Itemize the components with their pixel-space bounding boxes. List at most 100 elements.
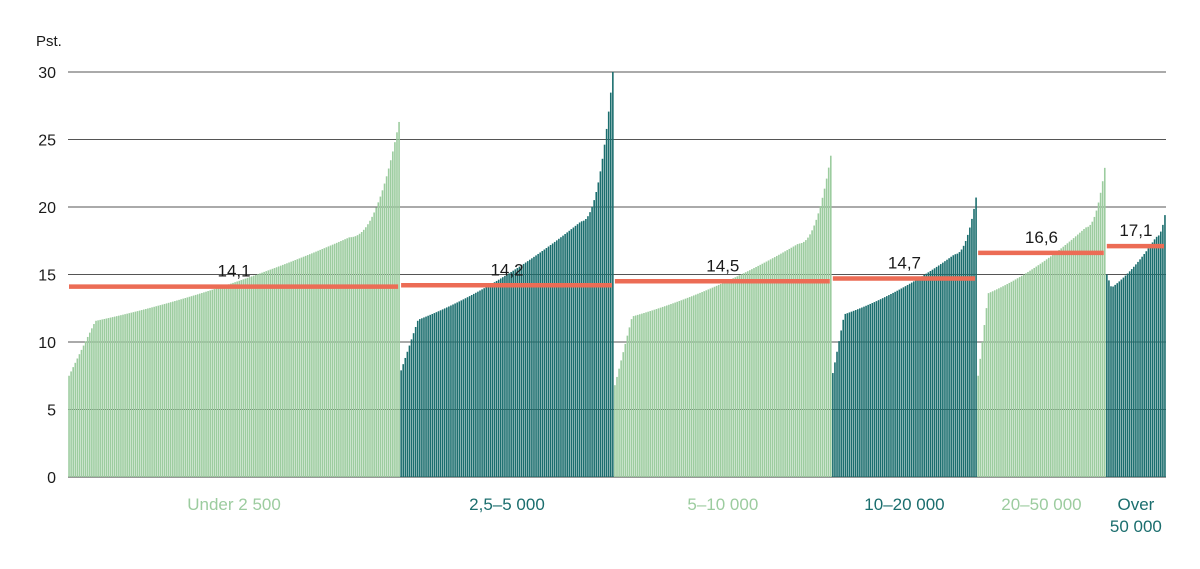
bar: [217, 287, 220, 477]
bar: [643, 313, 645, 477]
bar: [435, 312, 438, 477]
bar: [356, 235, 359, 477]
bar: [109, 317, 112, 477]
bar: [755, 267, 757, 477]
bar: [948, 258, 950, 477]
bar: [1112, 286, 1114, 477]
bar: [800, 243, 803, 477]
bar: [80, 349, 83, 477]
bar: [242, 279, 245, 477]
bar: [524, 262, 527, 477]
bar: [184, 298, 187, 477]
bar: [1060, 248, 1062, 477]
bar: [813, 225, 815, 477]
bar: [458, 301, 461, 477]
bar: [614, 385, 616, 477]
bar: [140, 310, 143, 477]
bar: [319, 249, 321, 477]
bar: [952, 255, 955, 477]
bar: [908, 283, 911, 477]
average-label: 17,1: [1119, 221, 1152, 240]
bar: [946, 259, 948, 477]
bar: [510, 272, 512, 477]
bar: [1068, 241, 1071, 477]
bar: [1164, 215, 1166, 477]
bar: [178, 299, 180, 477]
bar: [462, 299, 465, 477]
bar: [749, 270, 751, 477]
bar: [145, 308, 147, 477]
bar: [639, 314, 641, 477]
bar: [333, 243, 336, 477]
bar: [661, 306, 664, 477]
bar: [707, 289, 710, 477]
bar: [767, 260, 770, 477]
bar: [1008, 282, 1011, 477]
bar: [964, 240, 967, 477]
group-label: 50 000: [1110, 517, 1162, 536]
bar: [717, 284, 720, 477]
bar: [234, 282, 236, 477]
bar: [387, 168, 390, 477]
bar: [879, 299, 882, 477]
bar: [1120, 279, 1123, 477]
bar: [205, 291, 207, 477]
bar: [690, 296, 693, 477]
bar: [915, 280, 917, 477]
bar: [871, 303, 874, 477]
bar: [142, 309, 145, 477]
bar: [516, 268, 519, 477]
bar: [402, 364, 405, 477]
bar: [512, 270, 515, 477]
bar: [1114, 284, 1116, 477]
bar: [348, 237, 351, 477]
bar: [651, 310, 654, 477]
bar: [151, 307, 153, 477]
bar: [437, 311, 440, 477]
average-label: 16,6: [1025, 228, 1058, 247]
bar: [91, 328, 93, 477]
bar: [553, 241, 556, 477]
y-tick-labels: 0 5 10 15 20 25 30: [38, 65, 56, 487]
bar: [803, 241, 805, 477]
bar: [342, 240, 344, 477]
bar: [250, 276, 253, 477]
bar: [514, 269, 517, 477]
bar: [309, 254, 311, 477]
bar: [904, 286, 907, 477]
bar: [844, 313, 847, 477]
bar: [1029, 270, 1031, 477]
y-tick-label: 25: [38, 133, 56, 150]
bar: [873, 302, 876, 477]
bar: [931, 269, 934, 477]
bar: [545, 248, 548, 477]
bar: [122, 314, 124, 477]
bar: [846, 313, 849, 477]
bar: [1045, 259, 1048, 477]
bar: [346, 238, 348, 477]
y-tick-label: 30: [38, 65, 56, 82]
bar: [1004, 285, 1006, 477]
bar: [481, 289, 483, 477]
bar: [105, 318, 108, 477]
bar: [975, 197, 977, 478]
bar: [969, 227, 971, 477]
bar: [1097, 202, 1100, 478]
bar: [246, 277, 249, 477]
bar: [958, 252, 961, 477]
bar: [479, 290, 481, 477]
bar: [765, 261, 768, 477]
bar: [809, 234, 811, 477]
bar: [1033, 267, 1035, 477]
bar: [194, 294, 197, 477]
bar: [1110, 286, 1112, 477]
bar: [792, 246, 795, 477]
bar: [564, 234, 566, 477]
bar: [1162, 224, 1164, 477]
bar: [313, 252, 315, 477]
bar: [1093, 216, 1096, 477]
y-tick-label: 5: [47, 403, 56, 420]
bar: [966, 234, 969, 477]
bar: [724, 282, 726, 477]
bar: [344, 239, 346, 477]
